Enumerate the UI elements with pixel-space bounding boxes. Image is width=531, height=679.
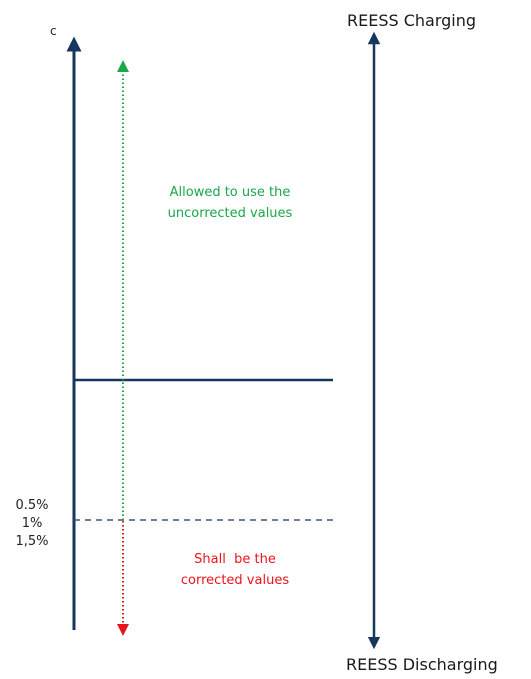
reess-discharging-label: REESS Discharging: [346, 655, 498, 674]
upper-region-line-1: Allowed to use the: [169, 185, 291, 200]
threshold-label-1: 1%: [21, 516, 43, 531]
threshold-label-0-5: 0.5%: [15, 498, 49, 513]
reess-charging-label: REESS Charging: [347, 11, 477, 30]
threshold-label-1-5: 1,5%: [15, 534, 49, 549]
lower-region-label: Shall be the corrected values: [140, 549, 330, 591]
upper-region-line-2: uncorrected values: [167, 206, 293, 221]
lower-region-line-2: corrected values: [180, 573, 290, 588]
axis-label: c: [50, 24, 57, 38]
lower-region-line-1: Shall be the: [194, 552, 276, 567]
upper-region-label: Allowed to use the uncorrected values: [130, 182, 330, 224]
